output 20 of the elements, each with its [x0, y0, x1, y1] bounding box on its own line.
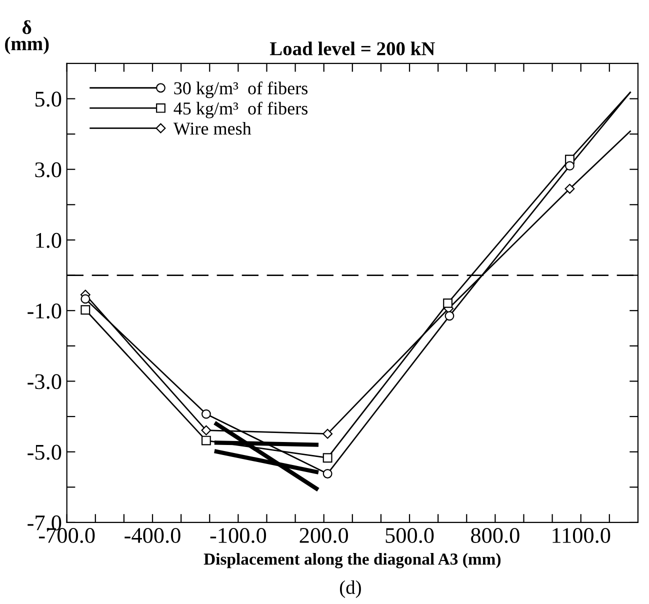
y-tick-label: 3.0 [35, 162, 62, 178]
x-tick-label: 1100.0 [552, 528, 610, 544]
y-tick-label: -1.0 [28, 304, 62, 319]
legend-label: Wire mesh [173, 122, 252, 135]
legend-label: 45 kg/m³ of fibers [174, 102, 308, 118]
x-tick-label: -400.0 [124, 528, 180, 544]
y-tick-label: -5.0 [28, 444, 62, 460]
y-tick-label: 5.0 [36, 92, 62, 107]
x-tick-label: 200.0 [300, 528, 348, 544]
text: (d) [340, 580, 361, 598]
y-tick-label: 1.0 [36, 232, 62, 248]
x-tick-label: 800.0 [471, 528, 520, 544]
chart-title: Load level = 200 kN [270, 42, 435, 56]
y-tick-label: -3.0 [28, 374, 62, 390]
y-tick-label: -7.0 [28, 515, 62, 530]
legend-label: 30 kg/m³ of fibers [174, 81, 308, 98]
x-tick-label: -100.0 [210, 528, 266, 544]
x-axis-title: Displacement along the diagonal A3 (mm) [204, 553, 501, 568]
x-tick-label: 500.0 [386, 528, 434, 544]
y-axis-title: δ (mm) [5, 20, 49, 54]
